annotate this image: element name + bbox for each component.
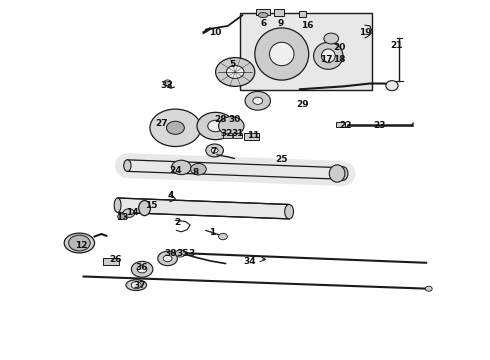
Polygon shape	[118, 198, 289, 219]
Circle shape	[164, 80, 171, 86]
Text: 10: 10	[209, 28, 222, 37]
Text: 17: 17	[319, 55, 332, 64]
Text: 11: 11	[247, 131, 260, 140]
Text: 5: 5	[230, 60, 236, 69]
Text: 37: 37	[133, 281, 146, 289]
Circle shape	[158, 251, 177, 266]
Text: 27: 27	[155, 119, 168, 128]
Circle shape	[137, 266, 147, 273]
Ellipse shape	[255, 28, 309, 80]
Circle shape	[131, 282, 141, 289]
Circle shape	[197, 112, 234, 140]
Ellipse shape	[126, 280, 147, 291]
Circle shape	[191, 163, 206, 175]
Text: 30: 30	[228, 115, 241, 124]
Ellipse shape	[338, 167, 348, 180]
Text: 18: 18	[333, 55, 346, 64]
Circle shape	[324, 33, 339, 44]
Text: 12: 12	[74, 241, 87, 250]
Text: 28: 28	[214, 115, 227, 124]
Text: 29: 29	[296, 100, 309, 109]
Bar	[103, 258, 119, 265]
Ellipse shape	[123, 160, 131, 171]
Circle shape	[425, 286, 432, 291]
Ellipse shape	[64, 233, 95, 253]
Text: 24: 24	[169, 166, 182, 175]
Circle shape	[150, 109, 201, 147]
Bar	[240, 13, 372, 90]
Text: 3: 3	[188, 249, 194, 258]
Circle shape	[131, 261, 153, 277]
Circle shape	[208, 120, 223, 132]
Text: 6: 6	[261, 19, 267, 28]
Text: 15: 15	[145, 202, 157, 210]
Bar	[256, 9, 270, 15]
Text: 13: 13	[116, 212, 129, 222]
Circle shape	[175, 250, 185, 257]
Text: 25: 25	[275, 155, 288, 163]
Ellipse shape	[258, 13, 268, 18]
Circle shape	[206, 144, 223, 157]
Text: 31: 31	[231, 130, 244, 139]
Text: 26: 26	[109, 256, 122, 264]
Circle shape	[163, 255, 172, 262]
Circle shape	[226, 66, 244, 78]
Ellipse shape	[314, 42, 343, 69]
Text: 21: 21	[391, 41, 403, 50]
Circle shape	[219, 233, 227, 240]
Circle shape	[123, 209, 135, 217]
Text: 34: 34	[244, 256, 256, 266]
Ellipse shape	[386, 81, 398, 91]
Text: 35: 35	[176, 249, 189, 258]
Text: 22: 22	[339, 121, 352, 130]
Circle shape	[118, 214, 125, 220]
Ellipse shape	[285, 204, 294, 219]
Text: 9: 9	[277, 19, 284, 28]
Text: 1: 1	[209, 228, 215, 237]
Ellipse shape	[270, 42, 294, 66]
Text: 20: 20	[333, 43, 346, 52]
Circle shape	[253, 97, 263, 104]
Circle shape	[172, 160, 191, 175]
Circle shape	[167, 121, 184, 134]
Circle shape	[216, 58, 255, 86]
Bar	[233, 133, 242, 138]
Circle shape	[69, 235, 90, 251]
Bar	[244, 133, 259, 140]
Ellipse shape	[329, 165, 345, 182]
Circle shape	[211, 148, 218, 153]
Text: 19: 19	[359, 28, 371, 37]
Circle shape	[219, 117, 244, 135]
Text: 33: 33	[160, 81, 173, 90]
Text: 2: 2	[174, 218, 180, 227]
Text: 8: 8	[193, 168, 199, 177]
Text: 38: 38	[164, 249, 177, 258]
Text: 36: 36	[136, 263, 148, 272]
Text: 32: 32	[220, 130, 233, 139]
Bar	[299, 11, 306, 17]
Ellipse shape	[114, 198, 121, 212]
Circle shape	[245, 91, 270, 110]
Text: 4: 4	[167, 191, 174, 200]
Bar	[274, 9, 284, 16]
Text: 23: 23	[373, 121, 386, 130]
Text: 14: 14	[126, 207, 139, 217]
Text: 7: 7	[210, 147, 217, 156]
Ellipse shape	[321, 49, 335, 63]
Bar	[336, 122, 345, 127]
Text: 16: 16	[301, 21, 314, 30]
Ellipse shape	[139, 201, 150, 216]
Bar	[223, 133, 232, 138]
